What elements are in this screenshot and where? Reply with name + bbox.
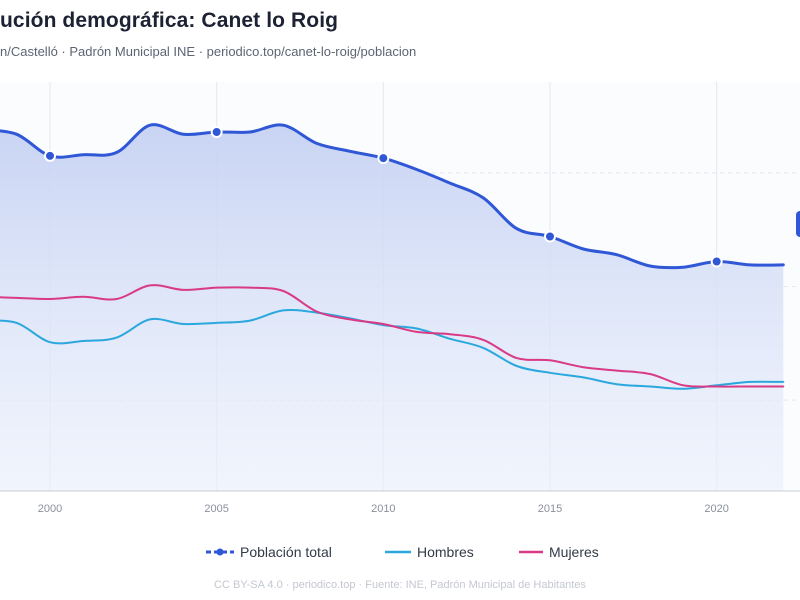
legend-label-total: Población total bbox=[240, 544, 332, 560]
footer-credit: CC BY-SA 4.0 · periodico.top · Fuente: I… bbox=[214, 579, 586, 591]
legend-swatch-mujeres bbox=[519, 550, 543, 554]
legend-item-hombres[interactable]: Hombres bbox=[385, 544, 474, 560]
chart-subtitle: n/Castelló · Padrón Municipal INE · peri… bbox=[0, 44, 417, 59]
tooltip-badge bbox=[796, 211, 800, 237]
series-line-mujeres[interactable] bbox=[0, 284, 785, 388]
x-tick-label: 2005 bbox=[204, 503, 228, 515]
x-tick-label: 2020 bbox=[704, 503, 728, 515]
chart-legend: Población total Hombres Mujeres bbox=[0, 544, 800, 564]
series-line-hombres[interactable] bbox=[0, 308, 785, 390]
data-point-total-2000[interactable] bbox=[44, 149, 56, 162]
legend-label-mujeres: Mujeres bbox=[549, 544, 599, 560]
legend-swatch-hombres bbox=[385, 550, 411, 554]
legend-item-total[interactable]: Población total bbox=[206, 544, 332, 560]
data-point-total-2010[interactable] bbox=[377, 152, 390, 165]
legend-swatch-total bbox=[206, 548, 234, 556]
legend-item-mujeres[interactable]: Mujeres bbox=[519, 544, 599, 560]
data-point-total-2015[interactable] bbox=[544, 230, 556, 243]
population-chart: 2000 2005 2010 2015 2020 bbox=[0, 82, 800, 515]
chart-title: ución demográfica: Canet lo Roig bbox=[0, 9, 339, 32]
legend-label-hombres: Hombres bbox=[417, 544, 474, 560]
x-tick-label: 2010 bbox=[371, 503, 395, 515]
data-point-total-2005[interactable] bbox=[210, 125, 223, 138]
x-tick-label: 2015 bbox=[538, 503, 562, 515]
data-point-total-2020[interactable] bbox=[710, 255, 723, 268]
x-tick-label: 2000 bbox=[38, 503, 62, 515]
series-area-total bbox=[0, 124, 784, 491]
